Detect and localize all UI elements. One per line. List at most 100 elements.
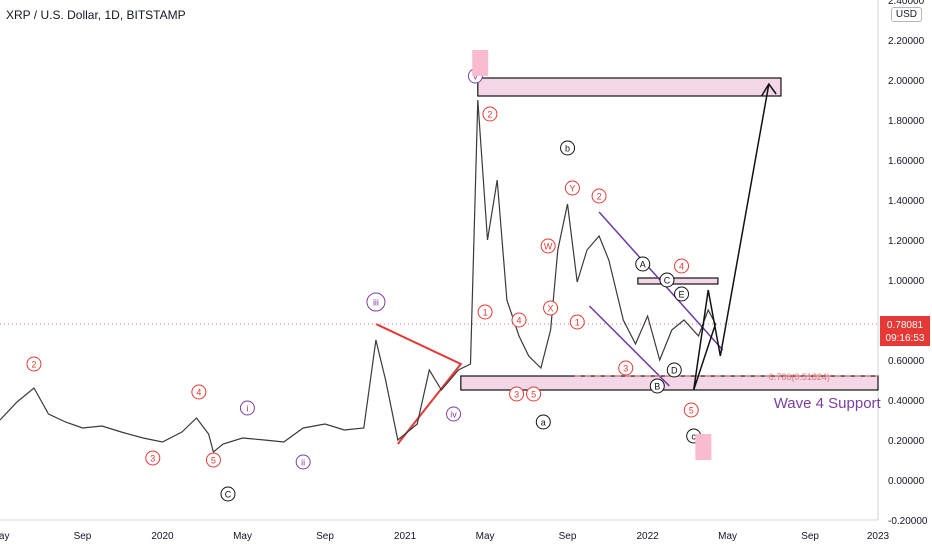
chart-title: XRP / U.S. Dollar, 1D, BITSTAMP bbox=[6, 8, 186, 22]
wave-label-red-ring bbox=[477, 304, 493, 320]
wave-label-black-ring bbox=[649, 378, 665, 394]
wave-label-red-ring bbox=[145, 450, 161, 466]
x-tick-label: May bbox=[233, 531, 252, 542]
x-tick-label: 2023 bbox=[867, 531, 890, 542]
wave-label-black-ring bbox=[635, 256, 651, 272]
fib-label: 0.786(0.51824) bbox=[769, 372, 830, 382]
wave-label-red-ring bbox=[191, 384, 207, 400]
wave-label-red-ring bbox=[511, 312, 527, 328]
wave-label-black: a bbox=[541, 418, 546, 428]
wave-label-red: 3 bbox=[514, 390, 519, 400]
wave-label-red-ring bbox=[482, 106, 498, 122]
wave-label-purple-ring bbox=[295, 454, 311, 470]
wave-label-red-ring bbox=[540, 238, 556, 254]
projection-path bbox=[692, 83, 770, 391]
wave-label-red: 2 bbox=[597, 192, 602, 202]
wave-label-black: E bbox=[679, 290, 685, 300]
wave-label-red: Y bbox=[569, 184, 575, 194]
wave-label-black-ring bbox=[220, 486, 236, 502]
wave-label-purple: i bbox=[246, 404, 248, 414]
y-tick-label: 1.00000 bbox=[888, 276, 925, 287]
y-tick-label: 0.40000 bbox=[888, 396, 925, 407]
x-tick-label: 2021 bbox=[394, 531, 417, 542]
wave-label-red: 4 bbox=[517, 316, 522, 326]
y-tick-label: 1.60000 bbox=[888, 156, 925, 167]
y-tick-label: 1.20000 bbox=[888, 236, 925, 247]
x-tick-label: May bbox=[718, 531, 737, 542]
wave-label-purple: iii bbox=[373, 298, 379, 308]
wave-label-red-ring bbox=[26, 356, 42, 372]
wave-label-black-ring bbox=[560, 140, 576, 156]
y-tick-label: 0.60000 bbox=[888, 356, 925, 367]
y-tick-label: 0.00000 bbox=[888, 476, 925, 487]
wave-label-red-ring bbox=[569, 314, 585, 330]
wave-label-purple: ii bbox=[301, 458, 305, 468]
wave-label-black: B bbox=[654, 382, 660, 392]
x-tick-label: 2020 bbox=[151, 531, 174, 542]
wave-label-black: A bbox=[640, 260, 646, 270]
x-tick-label: Sep bbox=[559, 531, 577, 542]
wave-label-red: 5 bbox=[531, 390, 536, 400]
wave-label-purple-ring bbox=[366, 292, 386, 312]
wave-label-red: 5 bbox=[689, 406, 694, 416]
wave-label-black: D bbox=[671, 366, 678, 376]
countdown-value: 09:16:53 bbox=[886, 333, 925, 344]
wave-label-red: W bbox=[544, 242, 553, 252]
resistance-box bbox=[637, 277, 719, 285]
price-badge bbox=[880, 316, 930, 346]
wave-label-black: C bbox=[225, 490, 232, 500]
wave-label-black-ring bbox=[666, 362, 682, 378]
wave-label-black: b bbox=[565, 144, 570, 154]
channel-lower-line bbox=[588, 305, 670, 387]
y-tick-label: 2.40000 bbox=[888, 0, 925, 7]
wave-label-red-ring bbox=[543, 300, 559, 316]
wave-label-red: 4 bbox=[679, 262, 684, 272]
wave-label-black-ring bbox=[674, 286, 690, 302]
wave-label-black: C bbox=[664, 276, 671, 286]
wave-label-red: 1 bbox=[483, 308, 488, 318]
x-tick-label: Sep bbox=[801, 531, 819, 542]
wave-label-red: 3 bbox=[623, 364, 628, 374]
major-wave-label-bg bbox=[472, 50, 489, 76]
current-price-value: 0.78081 bbox=[887, 320, 924, 331]
wave-4-support-label: Wave 4 Support bbox=[774, 395, 882, 412]
y-tick-label: 2.20000 bbox=[888, 36, 925, 47]
wave-label-purple-ring bbox=[446, 406, 462, 422]
x-tick-label: 2022 bbox=[636, 531, 659, 542]
wave-label-red-ring bbox=[205, 452, 221, 468]
x-tick-label: Sep bbox=[74, 531, 92, 542]
x-tick-label: May bbox=[0, 531, 9, 542]
wave-label-black-ring bbox=[535, 414, 551, 430]
wave-label-red-ring bbox=[509, 386, 525, 402]
wave-label-black-ring bbox=[659, 272, 675, 288]
wave-label-red: 1 bbox=[575, 318, 580, 328]
y-tick-label: 1.80000 bbox=[888, 116, 925, 127]
wave-label-red-ring bbox=[683, 402, 699, 418]
projection-arrowhead bbox=[760, 82, 777, 97]
target-box bbox=[477, 77, 782, 97]
wave-label-red: 2 bbox=[31, 360, 36, 370]
wave-label-red-ring bbox=[526, 386, 542, 402]
y-tick-label: 1.40000 bbox=[888, 196, 925, 207]
wave-label-purple: iv bbox=[450, 410, 457, 420]
wave-label-red-ring bbox=[591, 188, 607, 204]
wave-label-red-ring bbox=[674, 258, 690, 274]
wave-label-red-ring bbox=[618, 360, 634, 376]
wave-label-red: 5 bbox=[211, 456, 216, 466]
triangle-pattern bbox=[375, 323, 463, 445]
wave-label-red: 3 bbox=[150, 454, 155, 464]
price-series-line bbox=[0, 99, 717, 454]
currency-button[interactable]: USD bbox=[890, 7, 922, 22]
y-tick-label: 0.20000 bbox=[888, 436, 925, 447]
wave-label-red: X bbox=[548, 304, 554, 314]
wave-label-red: 4 bbox=[196, 388, 201, 398]
major-wave-label-bg bbox=[695, 434, 712, 460]
y-tick-label: 2.00000 bbox=[888, 76, 925, 87]
wave-label-purple-ring bbox=[239, 400, 255, 416]
wave-label-purple: v bbox=[473, 72, 478, 82]
x-tick-label: Sep bbox=[316, 531, 334, 542]
wave-label-red-ring bbox=[564, 180, 580, 196]
wave-label-red: 2 bbox=[487, 110, 492, 120]
